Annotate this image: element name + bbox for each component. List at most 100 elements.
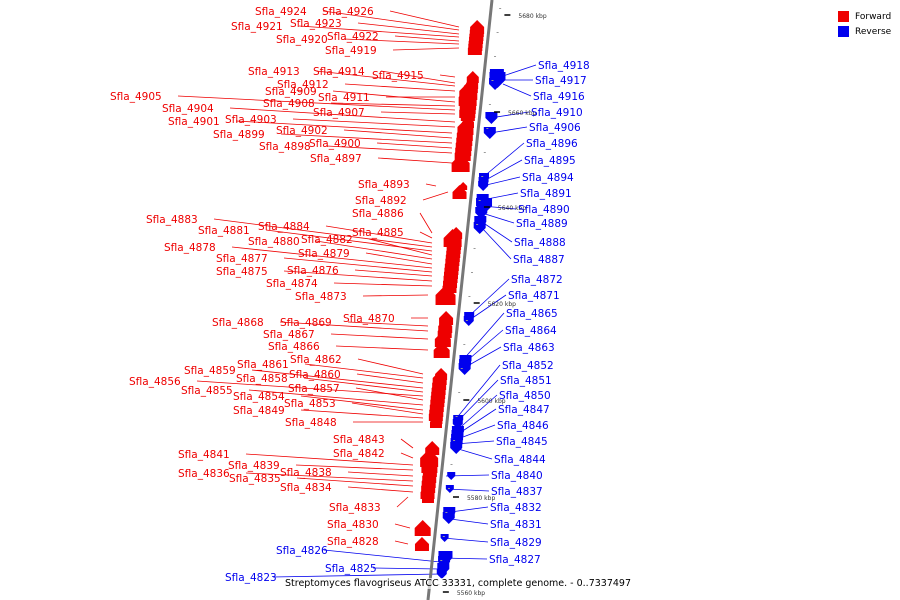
feature-Sfla_4828[interactable] [414, 537, 429, 551]
feature-Sfla_4906[interactable] [483, 127, 496, 139]
gene-label-Sfla_4893[interactable]: Sfla_4893 [358, 179, 410, 191]
gene-label-Sfla_4832[interactable]: Sfla_4832 [490, 502, 542, 514]
feature-Sfla_4892[interactable] [452, 185, 467, 199]
gene-label-Sfla_4909[interactable]: Sfla_4909 [265, 86, 317, 98]
gene-label-Sfla_4886[interactable]: Sfla_4886 [352, 208, 404, 220]
gene-label-Sfla_4899[interactable]: Sfla_4899 [213, 129, 265, 141]
gene-label-Sfla_4878[interactable]: Sfla_4878 [164, 242, 216, 254]
gene-label-Sfla_4823[interactable]: Sfla_4823 [225, 572, 277, 584]
gene-label-Sfla_4905[interactable]: Sfla_4905 [110, 91, 162, 103]
gene-label-Sfla_4833[interactable]: Sfla_4833 [329, 502, 381, 514]
gene-label-Sfla_4892[interactable]: Sfla_4892 [355, 195, 407, 207]
feature-Sfla_4829[interactable] [440, 534, 449, 542]
gene-label-Sfla_4916[interactable]: Sfla_4916 [533, 91, 585, 103]
gene-label-Sfla_4855[interactable]: Sfla_4855 [181, 385, 233, 397]
gene-label-Sfla_4903[interactable]: Sfla_4903 [225, 114, 277, 126]
gene-label-Sfla_4908[interactable]: Sfla_4908 [263, 98, 315, 110]
gene-label-Sfla_4871[interactable]: Sfla_4871 [508, 290, 560, 302]
gene-label-Sfla_4868[interactable]: Sfla_4868 [212, 317, 264, 329]
gene-label-Sfla_4881[interactable]: Sfla_4881 [198, 225, 250, 237]
gene-label-Sfla_4842[interactable]: Sfla_4842 [333, 448, 385, 460]
gene-label-Sfla_4873[interactable]: Sfla_4873 [295, 291, 347, 303]
gene-label-Sfla_4891[interactable]: Sfla_4891 [520, 188, 572, 200]
gene-label-Sfla_4851[interactable]: Sfla_4851 [500, 375, 552, 387]
gene-label-Sfla_4884[interactable]: Sfla_4884 [258, 221, 310, 233]
feature-Sfla_4870[interactable] [439, 311, 454, 325]
gene-label-Sfla_4848[interactable]: Sfla_4848 [285, 417, 337, 429]
feature-Sfla_4916[interactable] [489, 78, 502, 90]
gene-label-Sfla_4831[interactable]: Sfla_4831 [490, 519, 542, 531]
gene-label-Sfla_4865[interactable]: Sfla_4865 [506, 308, 558, 320]
gene-label-Sfla_4923[interactable]: Sfla_4923 [290, 18, 342, 30]
gene-label-Sfla_4898[interactable]: Sfla_4898 [259, 141, 311, 153]
gene-label-Sfla_4854[interactable]: Sfla_4854 [233, 391, 285, 403]
gene-label-Sfla_4897[interactable]: Sfla_4897 [310, 153, 362, 165]
feature-Sfla_4919[interactable] [467, 41, 482, 55]
gene-label-Sfla_4852[interactable]: Sfla_4852 [502, 360, 554, 372]
gene-label-Sfla_4895[interactable]: Sfla_4895 [524, 155, 576, 167]
gene-label-Sfla_4843[interactable]: Sfla_4843 [333, 434, 385, 446]
gene-label-Sfla_4867[interactable]: Sfla_4867 [263, 329, 315, 341]
feature-Sfla_4833[interactable] [421, 491, 434, 503]
gene-label-Sfla_4861[interactable]: Sfla_4861 [237, 359, 289, 371]
feature-Sfla_4823[interactable] [436, 569, 447, 579]
gene-label-Sfla_4919[interactable]: Sfla_4919 [325, 45, 377, 57]
gene-label-Sfla_4917[interactable]: Sfla_4917 [535, 75, 587, 87]
feature-Sfla_4866[interactable] [433, 342, 450, 358]
feature-Sfla_4897[interactable] [451, 154, 470, 172]
gene-label-Sfla_4830[interactable]: Sfla_4830 [327, 519, 379, 531]
gene-label-Sfla_4866[interactable]: Sfla_4866 [268, 341, 320, 353]
gene-label-Sfla_4904[interactable]: Sfla_4904 [162, 103, 214, 115]
gene-label-Sfla_4856[interactable]: Sfla_4856 [129, 376, 181, 388]
feature-Sfla_4844[interactable] [450, 442, 463, 454]
gene-label-Sfla_4853[interactable]: Sfla_4853 [284, 398, 336, 410]
gene-label-Sfla_4845[interactable]: Sfla_4845 [496, 436, 548, 448]
gene-label-Sfla_4836[interactable]: Sfla_4836 [178, 468, 230, 480]
gene-label-Sfla_4829[interactable]: Sfla_4829 [490, 537, 542, 549]
gene-label-Sfla_4910[interactable]: Sfla_4910 [531, 107, 583, 119]
gene-label-Sfla_4840[interactable]: Sfla_4840 [491, 470, 543, 482]
gene-label-Sfla_4869[interactable]: Sfla_4869 [280, 317, 332, 329]
gene-label-Sfla_4915[interactable]: Sfla_4915 [372, 70, 424, 82]
gene-label-Sfla_4841[interactable]: Sfla_4841 [178, 449, 230, 461]
gene-label-Sfla_4914[interactable]: Sfla_4914 [313, 66, 365, 78]
gene-label-Sfla_4874[interactable]: Sfla_4874 [266, 278, 318, 290]
feature-Sfla_4873[interactable] [435, 285, 456, 305]
gene-label-Sfla_4887[interactable]: Sfla_4887 [513, 254, 565, 266]
feature-Sfla_4871[interactable] [463, 316, 474, 326]
gene-label-Sfla_4912[interactable]: Sfla_4912 [277, 79, 329, 91]
gene-label-Sfla_4924[interactable]: Sfla_4924 [255, 6, 307, 18]
gene-label-Sfla_4922[interactable]: Sfla_4922 [327, 31, 379, 43]
gene-label-Sfla_4859[interactable]: Sfla_4859 [184, 365, 236, 377]
gene-label-Sfla_4825[interactable]: Sfla_4825 [325, 563, 377, 575]
gene-label-Sfla_4889[interactable]: Sfla_4889 [516, 218, 568, 230]
gene-label-Sfla_4857[interactable]: Sfla_4857 [288, 383, 340, 395]
gene-label-Sfla_4918[interactable]: Sfla_4918 [538, 60, 590, 72]
gene-label-Sfla_4858[interactable]: Sfla_4858 [236, 373, 288, 385]
feature-Sfla_4907[interactable] [460, 107, 475, 121]
gene-label-Sfla_4894[interactable]: Sfla_4894 [522, 172, 574, 184]
gene-label-Sfla_4880[interactable]: Sfla_4880 [248, 236, 300, 248]
gene-label-Sfla_4850[interactable]: Sfla_4850 [499, 390, 551, 402]
gene-label-Sfla_4877[interactable]: Sfla_4877 [216, 253, 268, 265]
gene-label-Sfla_4902[interactable]: Sfla_4902 [276, 125, 328, 137]
feature-Sfla_4887[interactable] [473, 222, 486, 234]
gene-label-Sfla_4913[interactable]: Sfla_4913 [248, 66, 300, 78]
feature-Sfla_4830[interactable] [414, 520, 431, 536]
gene-label-Sfla_4876[interactable]: Sfla_4876 [287, 265, 339, 277]
gene-label-Sfla_4839[interactable]: Sfla_4839 [228, 460, 280, 472]
gene-label-Sfla_4860[interactable]: Sfla_4860 [289, 369, 341, 381]
gene-label-Sfla_4835[interactable]: Sfla_4835 [229, 473, 281, 485]
feature-Sfla_4867[interactable] [434, 331, 451, 347]
gene-label-Sfla_4901[interactable]: Sfla_4901 [168, 116, 220, 128]
gene-label-Sfla_4838[interactable]: Sfla_4838 [280, 467, 332, 479]
gene-label-Sfla_4847[interactable]: Sfla_4847 [498, 404, 550, 416]
gene-label-Sfla_4883[interactable]: Sfla_4883 [146, 214, 198, 226]
feature-Sfla_4863[interactable] [458, 363, 471, 375]
gene-label-Sfla_4907[interactable]: Sfla_4907 [313, 107, 365, 119]
gene-label-Sfla_4872[interactable]: Sfla_4872 [511, 274, 563, 286]
gene-label-Sfla_4920[interactable]: Sfla_4920 [276, 34, 328, 46]
gene-label-Sfla_4862[interactable]: Sfla_4862 [290, 354, 342, 366]
gene-label-Sfla_4890[interactable]: Sfla_4890 [518, 204, 570, 216]
feature-Sfla_4831[interactable] [442, 512, 455, 524]
